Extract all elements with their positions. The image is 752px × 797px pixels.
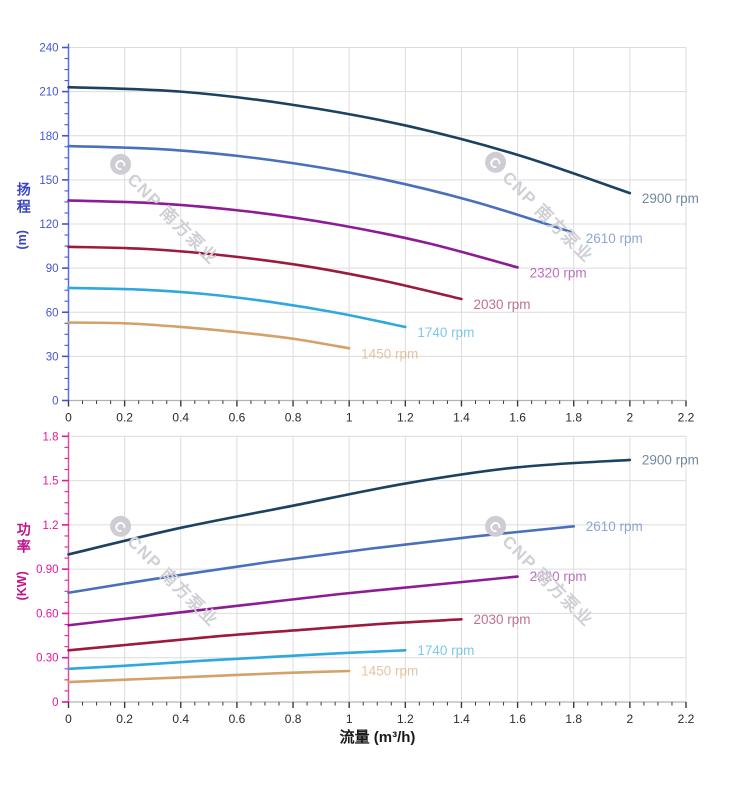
curve-2030-rpm bbox=[67, 618, 463, 652]
curve-1450-rpm bbox=[67, 669, 351, 684]
x-tick-label: 1.8 bbox=[565, 411, 582, 425]
curve-2610-rpm bbox=[67, 144, 576, 235]
x-tick-label: 2 bbox=[627, 712, 634, 726]
curve-label-1740-rpm: 1740 rpm bbox=[417, 643, 474, 658]
curve-2900-rpm bbox=[67, 458, 632, 556]
curve-2320-rpm bbox=[67, 199, 519, 269]
x-tick-label: 0.4 bbox=[172, 411, 189, 425]
y-tick-label: 120 bbox=[39, 219, 58, 231]
x-tick-label: 1.8 bbox=[565, 712, 582, 726]
x-tick-label: 0 bbox=[65, 411, 72, 425]
flow-axis-title: 流量 (m³/h) bbox=[339, 729, 416, 746]
head-chart: 0 30 60 90 120 150 180 210 240 0 0.2 0.4 0.6 0.8 1 1.2 1… bbox=[39, 43, 699, 425]
curve-label-2610-rpm: 2610 rpm bbox=[586, 231, 643, 246]
curve-2030-rpm bbox=[67, 245, 463, 301]
x-tick-label: 1.6 bbox=[509, 411, 526, 425]
head-axis-title-text: 扬程 bbox=[15, 182, 32, 216]
curve-label-2320-rpm: 2320 rpm bbox=[530, 569, 587, 584]
x-tick-label: 1.4 bbox=[453, 712, 470, 726]
x-tick-label: 1.4 bbox=[453, 411, 470, 425]
y-tick-label: 30 bbox=[46, 351, 59, 363]
curve-1740-rpm bbox=[67, 286, 407, 329]
head-axis-unit: (m) bbox=[15, 230, 30, 250]
y-tick-label: 0.30 bbox=[36, 653, 58, 665]
x-tick-label: 2 bbox=[627, 411, 634, 425]
y-tick-label: 60 bbox=[46, 307, 59, 319]
curve-label-2320-rpm: 2320 rpm bbox=[530, 265, 587, 280]
x-tick-label: 0.2 bbox=[116, 411, 133, 425]
y-tick-label: 0 bbox=[52, 697, 58, 709]
x-tick-label: 1.6 bbox=[509, 712, 526, 726]
x-tick-label: 1 bbox=[346, 712, 353, 726]
x-tick-label: 2.2 bbox=[678, 411, 695, 425]
curve-label-1450-rpm: 1450 rpm bbox=[361, 664, 418, 679]
curve-label-2900-rpm: 2900 rpm bbox=[642, 191, 699, 206]
x-tick-label: 1.2 bbox=[397, 411, 414, 425]
curve-2320-rpm bbox=[67, 575, 519, 627]
head-axis-title: 扬程 (m) bbox=[6, 182, 40, 250]
curve-label-2030-rpm: 2030 rpm bbox=[473, 612, 530, 627]
y-tick-label: 240 bbox=[39, 43, 58, 55]
curve-label-1450-rpm: 1450 rpm bbox=[361, 346, 418, 361]
y-tick-label: 210 bbox=[39, 87, 58, 99]
x-tick-label: 0.2 bbox=[116, 712, 133, 726]
x-tick-label: 0.4 bbox=[172, 712, 189, 726]
curve-label-2900-rpm: 2900 rpm bbox=[642, 452, 699, 467]
curve-label-2030-rpm: 2030 rpm bbox=[473, 297, 530, 312]
x-tick-label: 1.2 bbox=[397, 712, 414, 726]
x-tick-label: 0.6 bbox=[229, 712, 246, 726]
power-axis-title-text: 功率 bbox=[15, 522, 32, 556]
x-tick-label: 0 bbox=[65, 712, 72, 726]
y-tick-label: 90 bbox=[46, 263, 59, 275]
power-axis-unit: (KW) bbox=[15, 571, 30, 601]
y-tick-label: 0.90 bbox=[36, 564, 58, 576]
y-tick-label: 180 bbox=[39, 131, 58, 143]
power-chart: 0 0.30 0.60 0.90 1.2 1.5 1.8 0 0.2 0.4 0.6 0.8 1 1.2 1… bbox=[36, 431, 699, 726]
y-tick-label: 150 bbox=[39, 175, 58, 187]
x-tick-label: 0.8 bbox=[285, 411, 302, 425]
curve-1450-rpm bbox=[67, 321, 351, 350]
x-tick-label: 1 bbox=[346, 411, 353, 425]
curve-2900-rpm bbox=[67, 85, 632, 195]
y-tick-label: 1.8 bbox=[43, 431, 59, 443]
y-tick-label: 0.60 bbox=[36, 608, 58, 620]
power-axis-title: 功率 (KW) bbox=[6, 522, 40, 600]
y-tick-label: 1.2 bbox=[43, 520, 59, 532]
y-tick-label: 0 bbox=[52, 396, 58, 408]
curve-label-1740-rpm: 1740 rpm bbox=[417, 325, 474, 340]
curve-label-2610-rpm: 2610 rpm bbox=[586, 519, 643, 534]
y-tick-label: 1.5 bbox=[43, 476, 59, 488]
x-tick-label: 0.8 bbox=[285, 712, 302, 726]
x-tick-label: 0.6 bbox=[229, 411, 246, 425]
x-tick-label: 2.2 bbox=[678, 712, 695, 726]
curve-1740-rpm bbox=[67, 649, 407, 671]
